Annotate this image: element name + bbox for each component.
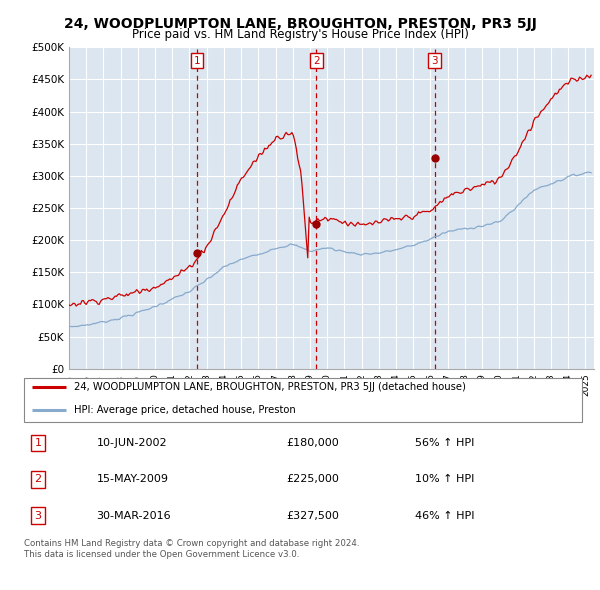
Text: 15-MAY-2009: 15-MAY-2009: [97, 474, 169, 484]
FancyBboxPatch shape: [24, 378, 582, 422]
Text: 24, WOODPLUMPTON LANE, BROUGHTON, PRESTON, PR3 5JJ (detached house): 24, WOODPLUMPTON LANE, BROUGHTON, PRESTO…: [74, 382, 466, 392]
Text: 10% ↑ HPI: 10% ↑ HPI: [415, 474, 474, 484]
Text: 3: 3: [431, 55, 438, 65]
Text: 10-JUN-2002: 10-JUN-2002: [97, 438, 167, 448]
Text: 24, WOODPLUMPTON LANE, BROUGHTON, PRESTON, PR3 5JJ: 24, WOODPLUMPTON LANE, BROUGHTON, PRESTO…: [64, 17, 536, 31]
Text: 1: 1: [34, 438, 41, 448]
Text: 46% ↑ HPI: 46% ↑ HPI: [415, 511, 474, 521]
Text: £225,000: £225,000: [286, 474, 339, 484]
Text: 2: 2: [34, 474, 41, 484]
Text: Price paid vs. HM Land Registry's House Price Index (HPI): Price paid vs. HM Land Registry's House …: [131, 28, 469, 41]
Text: Contains HM Land Registry data © Crown copyright and database right 2024.
This d: Contains HM Land Registry data © Crown c…: [24, 539, 359, 559]
Text: 56% ↑ HPI: 56% ↑ HPI: [415, 438, 474, 448]
Text: £327,500: £327,500: [286, 511, 339, 521]
Text: 2: 2: [313, 55, 320, 65]
Text: 1: 1: [194, 55, 200, 65]
Text: HPI: Average price, detached house, Preston: HPI: Average price, detached house, Pres…: [74, 405, 296, 415]
Text: 30-MAR-2016: 30-MAR-2016: [97, 511, 171, 521]
Text: £180,000: £180,000: [286, 438, 339, 448]
Text: 3: 3: [34, 511, 41, 521]
